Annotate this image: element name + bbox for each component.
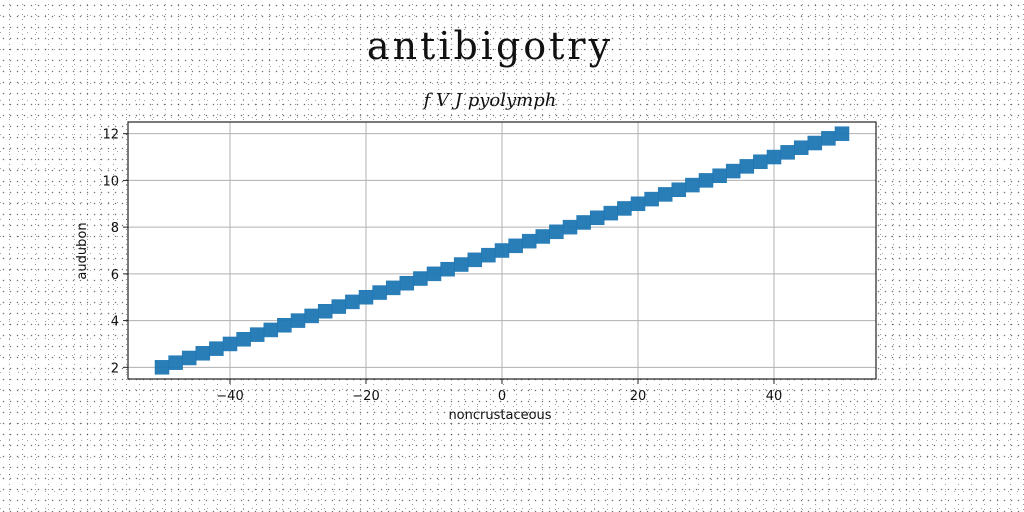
- data-point: [590, 211, 604, 225]
- y-tick-label: 4: [111, 315, 119, 330]
- data-point: [726, 164, 740, 178]
- y-axis-ticks: 2 4 6 8 10 12: [102, 128, 128, 377]
- data-point: [767, 150, 781, 164]
- data-point: [509, 239, 523, 253]
- data-point: [209, 342, 223, 356]
- data-point: [617, 201, 631, 215]
- data-point: [563, 220, 577, 234]
- data-point: [753, 155, 767, 169]
- data-point: [821, 131, 835, 145]
- data-point: [250, 328, 264, 342]
- data-point: [345, 295, 359, 309]
- x-tick-label: 0: [498, 389, 506, 404]
- data-point: [386, 281, 400, 295]
- x-tick-label: −20: [352, 389, 379, 404]
- data-point: [277, 318, 291, 332]
- y-axis-label: audubon: [75, 222, 90, 279]
- data-point: [182, 351, 196, 365]
- data-point: [577, 215, 591, 229]
- data-point: [699, 173, 713, 187]
- data-point: [631, 197, 645, 211]
- data-point: [495, 244, 509, 258]
- data-point: [685, 178, 699, 192]
- data-point: [481, 248, 495, 262]
- data-point: [359, 290, 373, 304]
- data-point: [645, 192, 659, 206]
- data-point: [835, 127, 849, 141]
- data-point: [400, 276, 414, 290]
- data-point: [740, 159, 754, 173]
- data-point: [264, 323, 278, 337]
- data-point: [549, 225, 563, 239]
- y-tick-label: 6: [111, 268, 119, 283]
- data-point: [237, 332, 251, 346]
- y-tick-label: 2: [111, 361, 119, 376]
- data-point: [468, 253, 482, 267]
- data-point: [223, 337, 237, 351]
- data-point: [413, 272, 427, 286]
- data-point: [441, 262, 455, 276]
- data-point: [536, 229, 550, 243]
- data-point: [604, 206, 618, 220]
- data-point: [781, 145, 795, 159]
- data-point: [373, 286, 387, 300]
- data-point: [454, 258, 468, 272]
- x-tick-label: 20: [630, 389, 647, 404]
- y-tick-label: 8: [111, 221, 119, 236]
- x-tick-label: 40: [766, 389, 783, 404]
- data-point: [332, 300, 346, 314]
- data-point: [658, 187, 672, 201]
- x-axis-ticks: −40 −20 0 20 40: [216, 379, 782, 404]
- data-point: [305, 309, 319, 323]
- data-point: [427, 267, 441, 281]
- y-tick-label: 10: [102, 174, 119, 189]
- data-point: [808, 136, 822, 150]
- data-point: [155, 360, 169, 374]
- data-point: [713, 169, 727, 183]
- x-axis-label: noncrustaceous: [448, 408, 551, 423]
- data-point: [672, 183, 686, 197]
- x-tick-label: −40: [216, 389, 243, 404]
- data-point: [196, 346, 210, 360]
- data-point: [169, 356, 183, 370]
- data-point: [522, 234, 536, 248]
- data-point: [291, 314, 305, 328]
- data-point: [318, 304, 332, 318]
- y-tick-label: 12: [102, 128, 119, 143]
- data-point: [794, 141, 808, 155]
